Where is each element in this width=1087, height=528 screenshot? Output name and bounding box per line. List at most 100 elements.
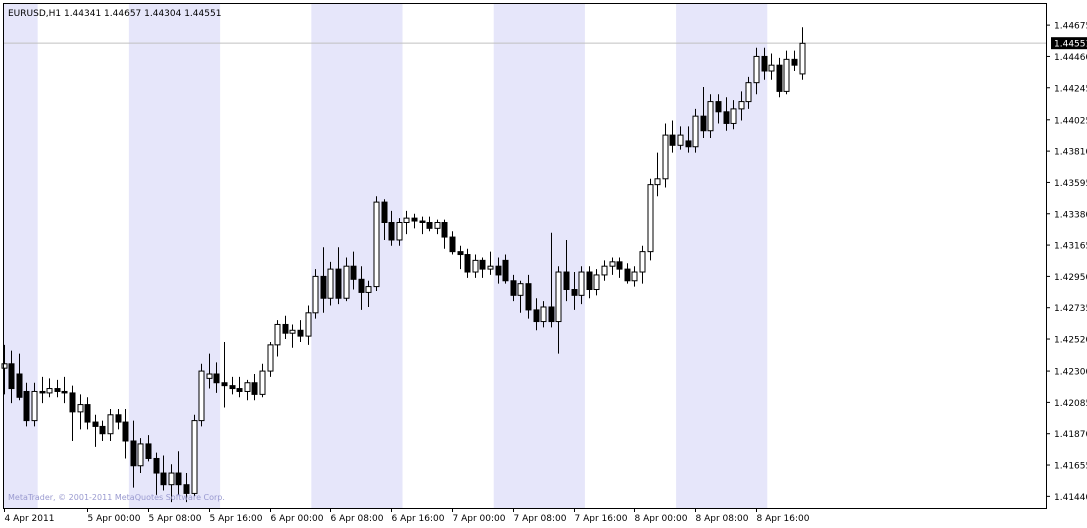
candle[interactable] <box>540 301 547 328</box>
candle[interactable] <box>738 91 745 121</box>
candle[interactable] <box>282 315 289 340</box>
candle[interactable] <box>365 280 372 307</box>
candle[interactable] <box>464 248 471 278</box>
candle[interactable] <box>1 344 8 395</box>
candle[interactable] <box>244 379 251 401</box>
candle[interactable] <box>639 245 646 284</box>
candle[interactable] <box>411 213 418 229</box>
candle[interactable] <box>343 257 350 302</box>
candle[interactable] <box>267 341 274 377</box>
candle[interactable] <box>517 280 524 313</box>
candle[interactable] <box>61 376 68 404</box>
candle[interactable] <box>647 178 654 261</box>
candle[interactable] <box>753 47 760 95</box>
candle[interactable] <box>776 57 783 98</box>
candle[interactable] <box>761 47 768 80</box>
candle[interactable] <box>563 239 570 302</box>
candle[interactable] <box>571 272 578 310</box>
candle[interactable] <box>548 232 555 328</box>
candle[interactable] <box>381 199 388 240</box>
candle[interactable] <box>23 382 30 427</box>
candle[interactable] <box>601 260 608 281</box>
candle[interactable] <box>168 464 175 503</box>
candle[interactable] <box>373 196 380 291</box>
candle[interactable] <box>39 376 46 404</box>
candle[interactable] <box>396 218 403 246</box>
candle[interactable] <box>692 108 699 153</box>
candle[interactable] <box>198 363 205 427</box>
candle[interactable] <box>183 473 190 503</box>
candle[interactable] <box>54 379 61 398</box>
candle[interactable] <box>654 152 661 197</box>
candle[interactable] <box>441 219 448 249</box>
candle[interactable] <box>175 451 182 495</box>
candle[interactable] <box>153 452 160 495</box>
candle[interactable] <box>510 274 517 302</box>
candle[interactable] <box>122 408 129 459</box>
candle[interactable] <box>685 126 692 153</box>
candle[interactable] <box>449 231 456 255</box>
candle[interactable] <box>8 350 15 404</box>
candle[interactable] <box>99 420 106 441</box>
candle[interactable] <box>533 298 540 331</box>
candle[interactable] <box>669 120 676 153</box>
candle[interactable] <box>662 123 669 188</box>
candle[interactable] <box>403 210 410 235</box>
candle[interactable] <box>259 363 266 398</box>
candle[interactable] <box>472 254 479 278</box>
candle[interactable] <box>791 50 798 72</box>
candle[interactable] <box>495 257 502 284</box>
candle[interactable] <box>434 219 441 235</box>
candle[interactable] <box>213 362 220 393</box>
candle[interactable] <box>274 320 281 357</box>
candle[interactable] <box>723 97 730 131</box>
candle[interactable] <box>236 376 243 398</box>
candle[interactable] <box>137 438 144 474</box>
candle[interactable] <box>46 378 53 398</box>
candle[interactable] <box>457 245 464 270</box>
candle[interactable] <box>388 210 395 246</box>
candle[interactable] <box>525 274 532 319</box>
candle[interactable] <box>502 254 509 284</box>
candle[interactable] <box>69 385 76 441</box>
candle[interactable] <box>745 76 752 109</box>
candle[interactable] <box>631 266 638 287</box>
candle[interactable] <box>335 247 342 305</box>
candle[interactable] <box>578 266 585 305</box>
candle[interactable] <box>479 257 486 278</box>
candle[interactable] <box>783 50 790 95</box>
candle[interactable] <box>297 320 304 342</box>
candle[interactable] <box>130 420 137 488</box>
candle[interactable] <box>145 435 152 462</box>
candle[interactable] <box>160 455 167 491</box>
candle[interactable] <box>700 87 707 139</box>
candle[interactable] <box>305 305 312 345</box>
candles[interactable] <box>1 27 806 503</box>
candle[interactable] <box>768 53 775 80</box>
candle[interactable] <box>320 247 327 313</box>
candle[interactable] <box>229 376 236 395</box>
candle[interactable] <box>358 266 365 310</box>
candle[interactable] <box>31 382 38 427</box>
candle[interactable] <box>426 216 433 232</box>
candle[interactable] <box>715 94 722 124</box>
candle[interactable] <box>799 27 806 80</box>
candle[interactable] <box>707 94 714 139</box>
candle[interactable] <box>221 341 228 408</box>
candle[interactable] <box>593 269 600 296</box>
candle[interactable] <box>677 126 684 150</box>
candle[interactable] <box>312 269 319 319</box>
candle[interactable] <box>350 251 357 290</box>
candle[interactable] <box>84 397 91 430</box>
candle[interactable] <box>206 353 213 389</box>
candle[interactable] <box>251 373 258 401</box>
candle[interactable] <box>92 414 99 447</box>
candle[interactable] <box>555 266 562 354</box>
candle[interactable] <box>115 408 122 430</box>
candle[interactable] <box>289 324 296 348</box>
candle[interactable] <box>16 353 23 401</box>
candle[interactable] <box>624 263 631 284</box>
candle[interactable] <box>327 261 334 306</box>
